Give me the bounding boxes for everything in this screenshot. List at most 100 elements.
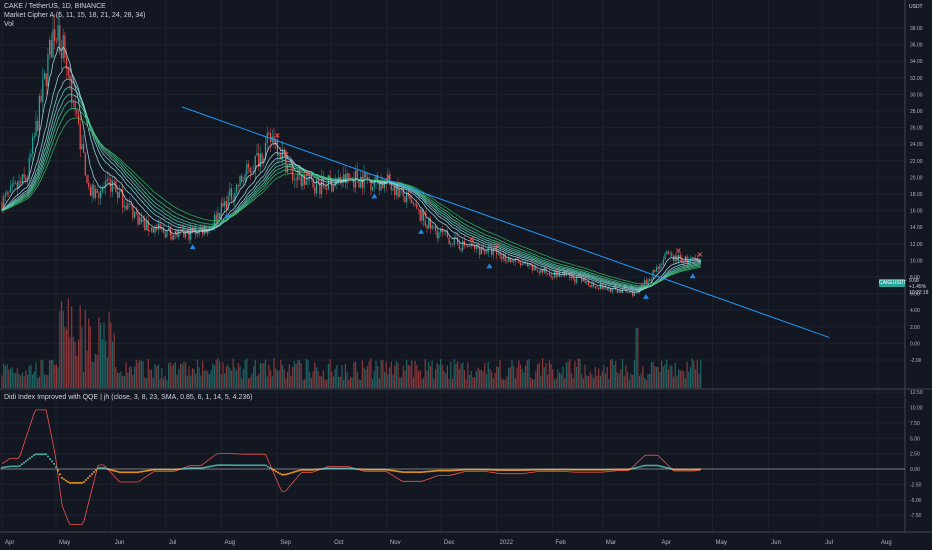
volume-bar [307, 359, 309, 388]
qqe-dot [247, 464, 249, 467]
volume-bar [356, 371, 358, 388]
candle [557, 271, 559, 277]
candle [297, 170, 299, 181]
candle [455, 237, 457, 238]
qqe-dot [419, 471, 421, 474]
volume-bar [460, 363, 462, 388]
volume-bar [84, 309, 86, 388]
qqe-dot [423, 470, 425, 473]
qqe-dot [491, 468, 493, 471]
volume-bar [421, 379, 423, 388]
volume-bar [32, 374, 34, 388]
candle [162, 227, 165, 233]
volume-bar [501, 378, 503, 388]
candle [584, 277, 586, 283]
qqe-dot [33, 454, 35, 457]
osc-tick-label: -7.50 [910, 513, 922, 519]
candle [474, 245, 476, 249]
candle [372, 186, 374, 191]
candle [100, 191, 102, 199]
qqe-dot [131, 471, 133, 474]
qqe-dot [263, 464, 265, 467]
candle [161, 227, 163, 230]
qqe-dot [297, 469, 299, 472]
qqe-dot [421, 471, 423, 474]
qqe-dot [663, 466, 665, 469]
candle [457, 237, 459, 244]
volume-bar [40, 359, 42, 388]
candle [387, 175, 389, 184]
volume-bar [637, 328, 639, 388]
volume-bar [363, 367, 365, 388]
candle [606, 287, 608, 291]
candle [603, 285, 605, 290]
qqe-dot [273, 469, 275, 472]
qqe-dot [387, 468, 389, 471]
qqe-dot [73, 481, 75, 484]
last-price: 9.68 [909, 278, 919, 284]
sell-signal-icon [422, 210, 428, 216]
indicator-volume[interactable]: Vol [4, 21, 14, 28]
volume-bar [547, 374, 549, 388]
volume-bar [689, 367, 692, 388]
candle [613, 287, 615, 289]
volume-bar [331, 371, 333, 388]
candle [564, 271, 566, 276]
volume-bar [88, 318, 90, 388]
candle [596, 287, 598, 289]
volume-bar [261, 363, 263, 388]
candle [23, 174, 25, 178]
candle [37, 120, 39, 131]
candle [513, 260, 515, 262]
candle [57, 25, 59, 41]
oscillator-header[interactable]: Didi Index Improved with QQE | jh (close… [4, 394, 253, 401]
candle [101, 187, 103, 192]
volume-bar [504, 379, 506, 388]
indicator-market-cipher[interactable]: Market Cipher A (5, 11, 15, 18, 21, 24, … [4, 12, 146, 19]
candle [373, 182, 375, 187]
volume-bar [110, 322, 112, 388]
candle [321, 176, 323, 195]
volume-bar [76, 355, 78, 388]
candle [125, 206, 127, 210]
volume-bar [399, 377, 401, 388]
candle [591, 282, 593, 287]
volume-bar [83, 372, 85, 388]
candle [295, 179, 297, 181]
candle [249, 167, 251, 173]
qqe-dot [15, 465, 17, 468]
candle [270, 133, 272, 142]
candle [144, 219, 146, 231]
volume-bar [222, 362, 224, 388]
volume-bar [215, 360, 217, 388]
candle [45, 73, 47, 86]
volume-bar [525, 365, 527, 388]
candle [190, 228, 192, 240]
qqe-dot [309, 468, 311, 471]
volume-bar [491, 371, 493, 388]
qqe-dot [291, 471, 293, 474]
volume-bar [389, 367, 391, 388]
price-tick-label: 0.00 [910, 341, 920, 347]
volume-bar [71, 306, 73, 388]
candle [431, 225, 433, 229]
buy-signal-icon [418, 228, 425, 234]
volume-bar [23, 376, 25, 388]
volume-bar [229, 367, 231, 388]
volume-bar [569, 359, 571, 388]
candle [691, 257, 693, 259]
candle [424, 220, 426, 226]
volume-bar [276, 370, 278, 388]
candle [145, 221, 148, 231]
qqe-dot [127, 471, 129, 474]
symbol-line[interactable]: CAKE / TetherUS, 1D, BINANCE [4, 3, 106, 10]
candle [60, 52, 63, 59]
candle [117, 191, 119, 198]
qqe-dot [115, 470, 117, 473]
candle [441, 229, 443, 233]
volume-bar [259, 362, 261, 388]
volume-bar [253, 366, 255, 388]
volume-bar [122, 376, 124, 388]
qqe-dot [117, 470, 119, 473]
